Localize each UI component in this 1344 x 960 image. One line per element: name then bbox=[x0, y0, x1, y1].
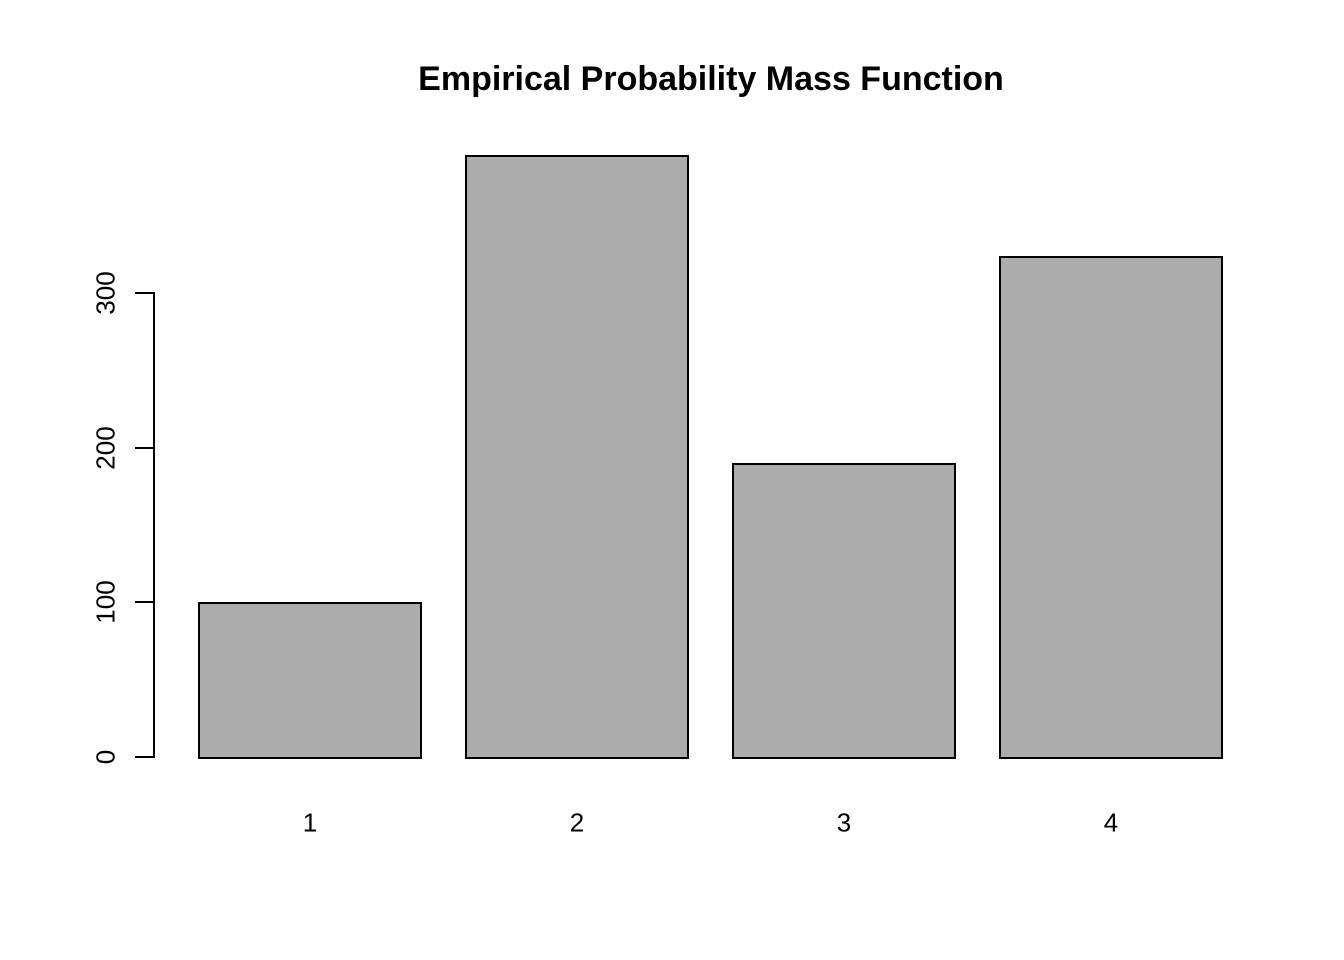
bar-category-3 bbox=[732, 463, 956, 759]
x-axis-label-4: 4 bbox=[1103, 807, 1119, 838]
y-axis-tick-label-0: 0 bbox=[90, 749, 121, 765]
y-axis-tick-100 bbox=[135, 601, 153, 604]
bar-category-4 bbox=[999, 255, 1223, 759]
bar-category-1 bbox=[198, 602, 422, 759]
bar-category-2 bbox=[465, 155, 689, 759]
y-axis-tick-300 bbox=[135, 292, 153, 294]
y-axis-tick-label-100: 100 bbox=[90, 580, 121, 625]
y-axis-tick-label-300: 300 bbox=[90, 271, 121, 315]
y-axis-line bbox=[153, 292, 155, 758]
y-axis-tick-0 bbox=[135, 756, 153, 758]
x-axis-label-1: 1 bbox=[302, 807, 318, 838]
x-axis-label-2: 2 bbox=[569, 807, 585, 838]
y-axis-tick-label-200: 200 bbox=[90, 425, 121, 470]
y-axis-tick-200 bbox=[135, 446, 153, 449]
chart-title: Empirical Probability Mass Function bbox=[418, 60, 1004, 98]
x-axis-label-3: 3 bbox=[836, 807, 852, 838]
